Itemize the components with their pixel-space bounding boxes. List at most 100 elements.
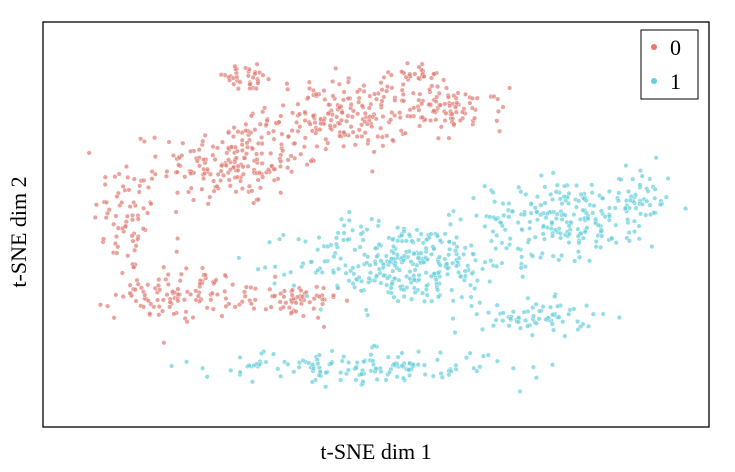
- point-series-0-684: [320, 301, 326, 307]
- point-series-0-594: [195, 293, 201, 299]
- point-series-0-5: [125, 253, 131, 259]
- point-series-0-429: [366, 105, 372, 111]
- point-series-1-639: [323, 370, 329, 376]
- point-series-0-375: [271, 128, 277, 134]
- point-series-1-108: [462, 268, 468, 274]
- point-series-0-201: [255, 177, 261, 183]
- point-series-0-624: [160, 297, 166, 303]
- point-series-1-282: [325, 243, 331, 249]
- point-series-1-149: [299, 264, 305, 270]
- point-series-1-7: [365, 312, 371, 318]
- point-series-1-112: [343, 270, 349, 276]
- point-series-0-539: [165, 281, 171, 287]
- point-series-0-395: [359, 122, 365, 128]
- point-series-0-373: [379, 87, 385, 93]
- point-series-1-704: [517, 388, 523, 394]
- point-series-0-617: [113, 292, 119, 298]
- point-series-1-97: [383, 253, 389, 259]
- point-series-0-53: [102, 174, 108, 180]
- point-series-1-384: [587, 202, 593, 208]
- point-series-1-120: [494, 263, 500, 269]
- point-series-0-326: [306, 79, 312, 85]
- point-series-1-425: [534, 209, 540, 215]
- point-series-1-416: [550, 196, 556, 202]
- point-series-1-781: [518, 325, 524, 331]
- point-series-1-213: [396, 277, 402, 283]
- point-series-1-25: [504, 245, 510, 251]
- point-series-1-46: [288, 269, 294, 275]
- point-series-1-146: [360, 237, 366, 243]
- point-series-1-508: [487, 214, 493, 220]
- point-series-0-241: [269, 163, 275, 169]
- point-series-1-44: [378, 280, 384, 286]
- point-series-1-552: [618, 177, 624, 183]
- point-series-1-293: [374, 273, 380, 279]
- point-series-0-215: [173, 209, 179, 215]
- point-series-0-525: [408, 113, 414, 119]
- point-series-1-302: [424, 292, 430, 298]
- point-series-1-537: [626, 238, 632, 244]
- point-series-0-121: [210, 144, 216, 150]
- point-series-0-157: [260, 174, 266, 180]
- point-series-0-219: [215, 171, 221, 177]
- point-series-1-233: [461, 277, 467, 283]
- point-series-1-317: [346, 278, 352, 284]
- point-series-0-690: [300, 294, 306, 300]
- point-series-0-252: [379, 134, 385, 140]
- point-series-1-616: [237, 354, 243, 360]
- point-series-0-426: [257, 121, 263, 127]
- point-series-0-218: [179, 152, 185, 158]
- point-series-0-616: [155, 283, 161, 289]
- point-series-0-132: [211, 178, 217, 184]
- point-series-0-174: [240, 164, 246, 170]
- point-series-1-475: [561, 194, 567, 200]
- point-series-0-495: [417, 91, 423, 97]
- point-series-1-642: [385, 354, 391, 360]
- point-series-0-506: [433, 98, 439, 104]
- point-series-1-588: [430, 373, 436, 379]
- point-series-1-761: [578, 324, 584, 330]
- point-series-0-181: [202, 132, 208, 138]
- point-series-0-514: [445, 94, 451, 100]
- point-series-0-91: [239, 147, 245, 153]
- point-series-0-65: [112, 174, 118, 180]
- point-series-1-312: [399, 232, 405, 238]
- point-series-1-606: [437, 350, 443, 356]
- point-series-1-771: [575, 319, 581, 325]
- point-series-0-209: [279, 141, 285, 147]
- point-series-1-499: [470, 195, 476, 201]
- point-series-0-675: [281, 288, 287, 294]
- point-series-0-107: [259, 141, 265, 147]
- point-series-0-655: [252, 286, 258, 292]
- point-series-1-65: [447, 246, 453, 252]
- point-series-1-558: [638, 211, 644, 217]
- point-series-0-348: [371, 149, 377, 155]
- point-series-1-240: [351, 271, 357, 277]
- point-series-0-191: [245, 163, 251, 169]
- point-series-1-31: [399, 238, 405, 244]
- point-series-1-95: [445, 271, 451, 277]
- point-series-0-667: [344, 298, 350, 304]
- point-series-0-220: [227, 167, 233, 173]
- point-series-1-516: [567, 231, 573, 237]
- point-series-0-249: [219, 139, 225, 145]
- point-series-0-523: [399, 87, 405, 93]
- point-series-0-2: [129, 217, 135, 223]
- point-series-0-180: [278, 190, 284, 196]
- point-series-0-400: [356, 99, 362, 105]
- point-series-1-168: [442, 231, 448, 237]
- point-series-0-223: [243, 121, 249, 127]
- point-series-0-580: [183, 265, 189, 271]
- points-layer: [86, 60, 689, 394]
- point-series-0-98: [196, 147, 202, 153]
- point-series-0-150: [249, 146, 255, 152]
- point-series-1-252: [415, 255, 421, 261]
- point-series-1-563: [644, 198, 650, 204]
- point-series-1-311: [395, 298, 401, 304]
- point-series-0-165: [180, 140, 186, 146]
- point-series-1-368: [548, 191, 554, 197]
- point-series-1-41: [468, 294, 474, 300]
- point-series-0-187: [174, 190, 180, 196]
- point-series-0-501: [472, 115, 478, 121]
- point-series-1-565: [663, 194, 669, 200]
